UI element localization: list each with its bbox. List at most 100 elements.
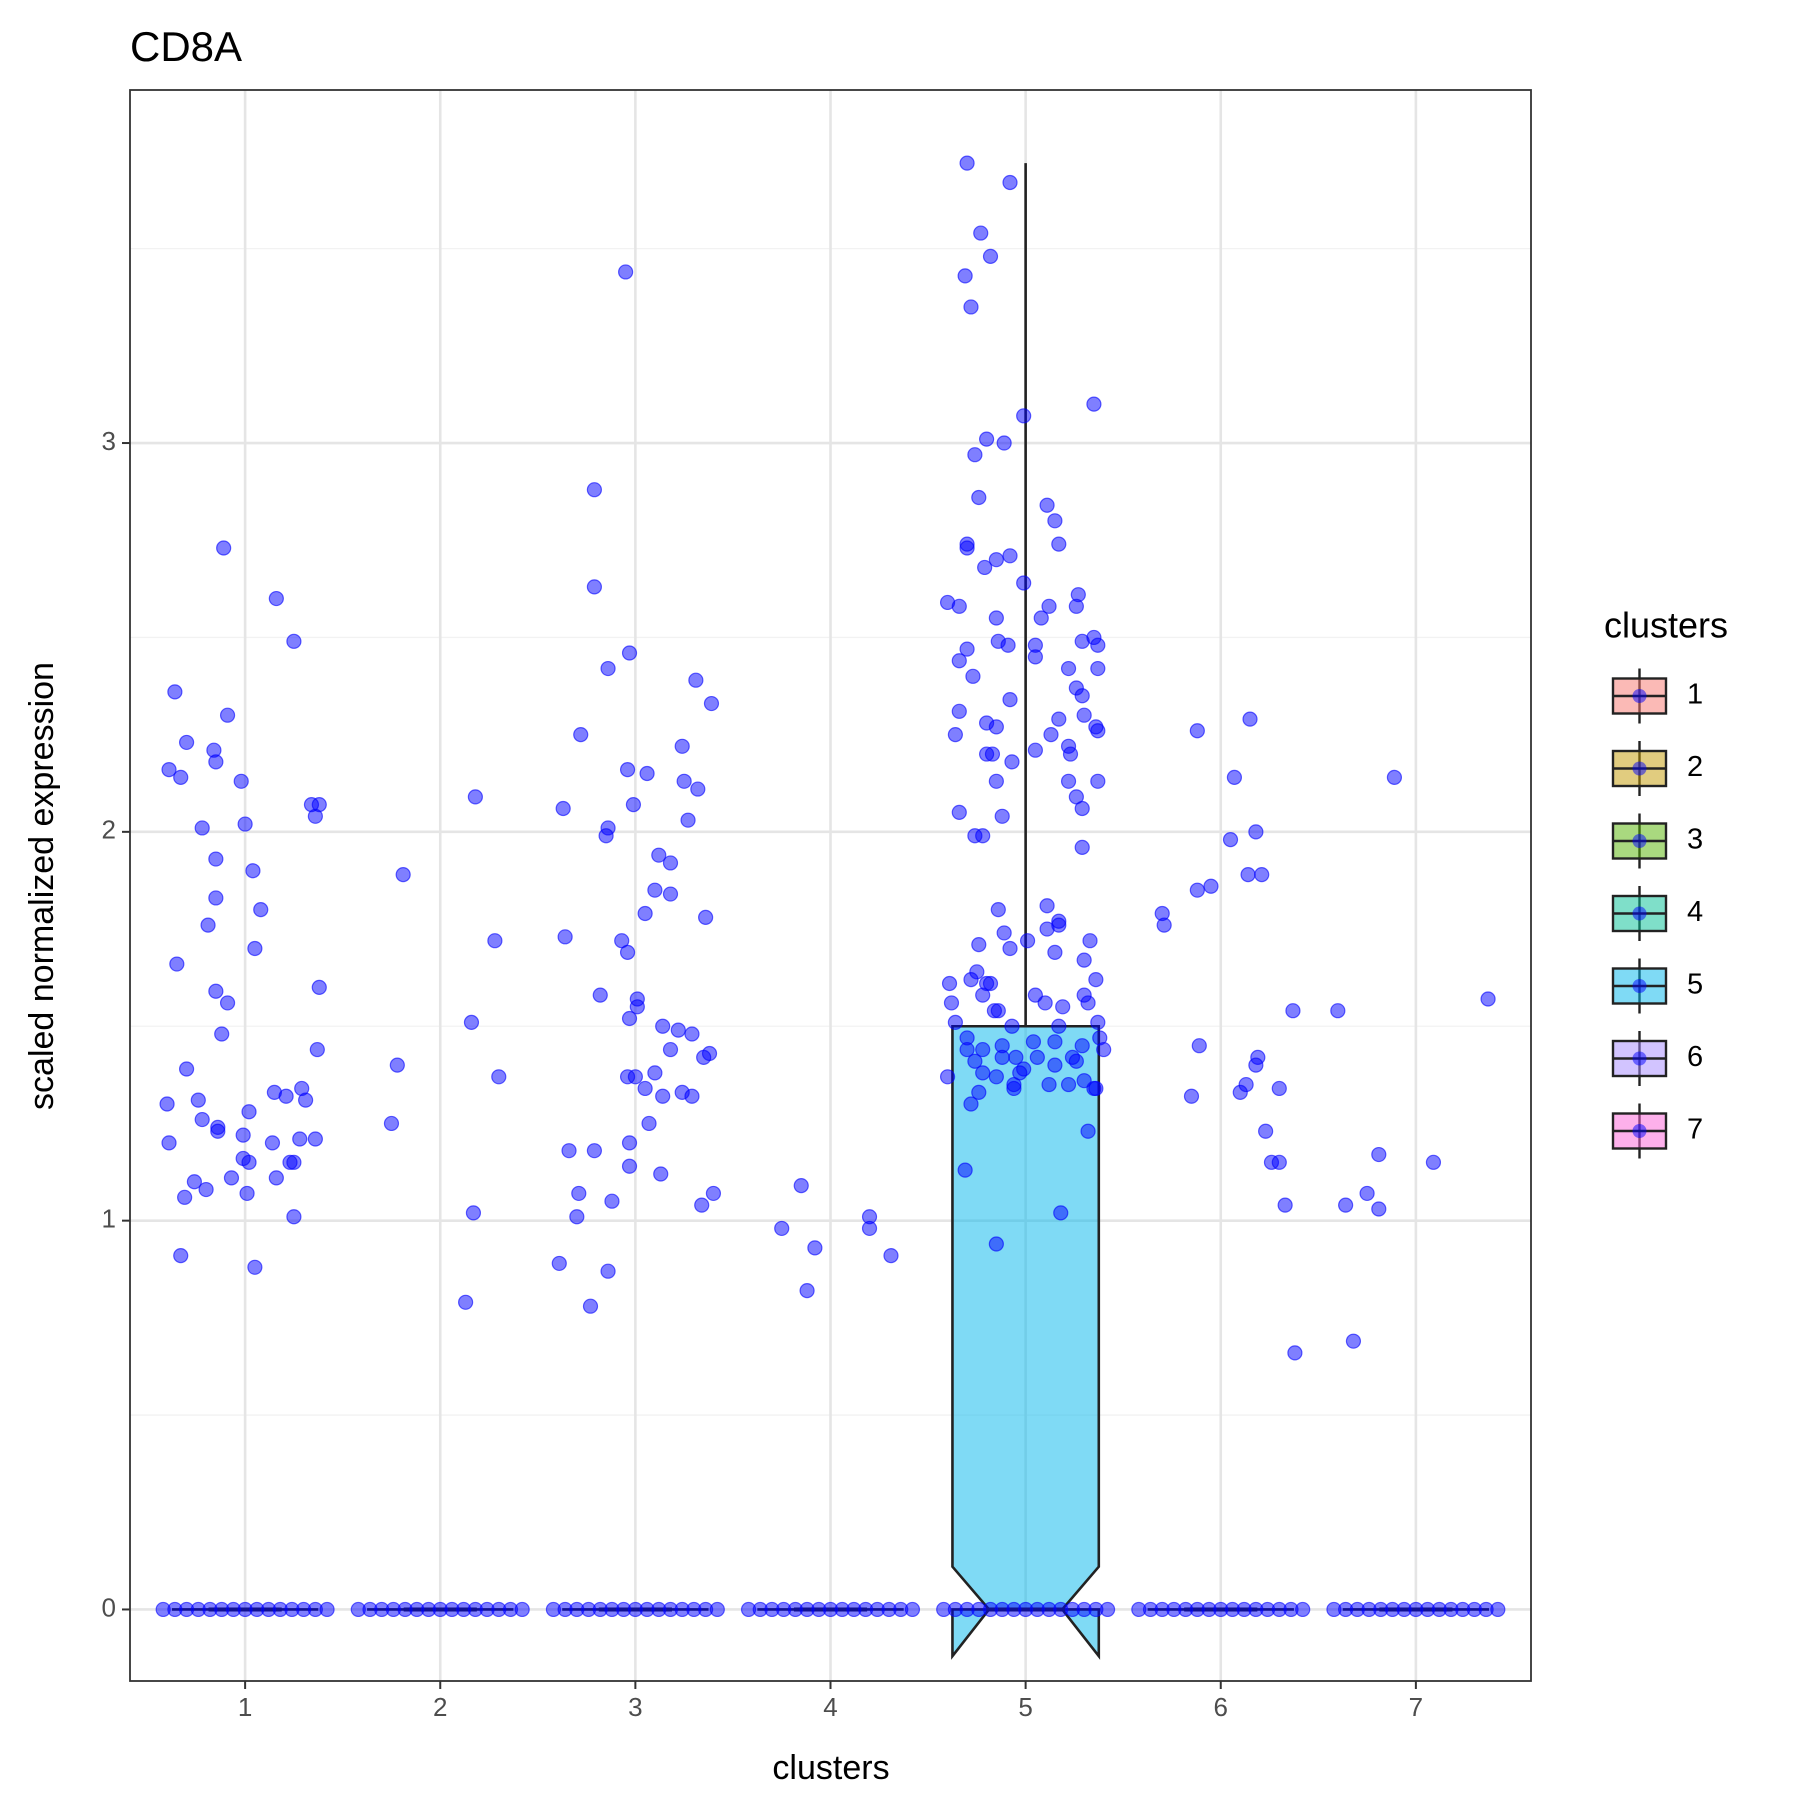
point xyxy=(1033,610,1049,626)
point xyxy=(1039,497,1055,513)
point xyxy=(208,754,224,770)
point xyxy=(1090,1014,1106,1030)
point xyxy=(1248,824,1264,840)
point xyxy=(286,1209,302,1225)
point xyxy=(1068,1053,1084,1069)
point xyxy=(994,1049,1010,1065)
point xyxy=(1330,1003,1346,1019)
point xyxy=(309,1041,325,1058)
point xyxy=(994,808,1010,824)
point xyxy=(194,1111,210,1128)
chart-title: CD8A xyxy=(130,23,242,70)
point xyxy=(1062,746,1079,762)
point xyxy=(1088,971,1104,988)
point xyxy=(621,1135,638,1151)
point xyxy=(1183,1088,1200,1104)
point xyxy=(1191,1038,1207,1054)
point xyxy=(655,1018,671,1034)
point xyxy=(268,1170,284,1186)
point xyxy=(967,447,983,463)
point xyxy=(571,1185,587,1202)
point xyxy=(491,1069,507,1085)
point xyxy=(1090,773,1106,789)
point xyxy=(684,1088,700,1104)
legend-point xyxy=(1632,979,1647,993)
point xyxy=(465,1205,482,1221)
point xyxy=(190,1092,206,1108)
point xyxy=(1076,952,1092,968)
point xyxy=(514,1601,530,1618)
x-tick-label: 1 xyxy=(238,1692,252,1722)
point xyxy=(173,769,189,786)
point xyxy=(573,727,589,743)
point xyxy=(709,1601,725,1618)
point xyxy=(604,1193,620,1209)
point xyxy=(161,762,177,778)
point xyxy=(988,773,1004,789)
point xyxy=(1043,727,1059,743)
legend-label: 6 xyxy=(1687,1041,1703,1073)
point xyxy=(233,773,249,789)
point xyxy=(951,804,967,821)
point xyxy=(1338,1197,1354,1213)
point xyxy=(653,1166,669,1182)
point xyxy=(1156,917,1172,933)
point xyxy=(268,590,284,607)
point xyxy=(988,719,1004,735)
point xyxy=(990,902,1006,918)
point xyxy=(1285,1003,1301,1019)
point xyxy=(1055,999,1071,1015)
point xyxy=(676,773,692,789)
point xyxy=(159,1096,175,1112)
point xyxy=(214,1026,230,1042)
point xyxy=(698,909,714,925)
box-body xyxy=(951,1024,1101,1660)
point xyxy=(1074,800,1090,817)
point xyxy=(173,1248,189,1264)
legend-point xyxy=(1632,761,1647,776)
point xyxy=(662,886,679,902)
point xyxy=(1248,1057,1264,1073)
point xyxy=(1016,575,1032,591)
point xyxy=(1060,773,1077,789)
point xyxy=(600,1263,616,1279)
point xyxy=(247,940,263,957)
legend-title: clusters xyxy=(1604,605,1728,646)
point xyxy=(637,905,653,922)
point xyxy=(1189,882,1205,898)
legend-point xyxy=(1632,689,1647,703)
point xyxy=(235,1127,251,1143)
point xyxy=(996,925,1012,941)
point xyxy=(990,1003,1006,1019)
y-tick-label: 1 xyxy=(102,1204,116,1234)
point xyxy=(586,482,602,498)
point xyxy=(210,1123,226,1139)
point xyxy=(1060,660,1077,677)
point xyxy=(1425,1154,1442,1170)
point xyxy=(592,987,608,1003)
point xyxy=(651,847,667,863)
point xyxy=(799,1283,815,1299)
point xyxy=(1271,1154,1287,1170)
point xyxy=(383,1115,400,1132)
point xyxy=(943,995,960,1011)
point xyxy=(1047,1034,1063,1050)
point xyxy=(286,1154,302,1170)
point xyxy=(641,1115,657,1132)
point xyxy=(219,707,236,723)
point xyxy=(618,264,634,280)
x-tick-label: 2 xyxy=(433,1692,447,1722)
point xyxy=(216,540,232,556)
point xyxy=(971,1084,987,1100)
point xyxy=(1189,723,1205,739)
point xyxy=(253,902,269,918)
legend-label: 1 xyxy=(1687,679,1703,711)
point xyxy=(241,1154,257,1170)
point xyxy=(1004,1018,1020,1034)
point xyxy=(389,1057,405,1073)
point xyxy=(982,248,999,265)
legend-item: 3 xyxy=(1611,813,1703,869)
point xyxy=(971,489,987,506)
legend-item: 7 xyxy=(1611,1103,1703,1159)
point xyxy=(1029,1049,1045,1065)
